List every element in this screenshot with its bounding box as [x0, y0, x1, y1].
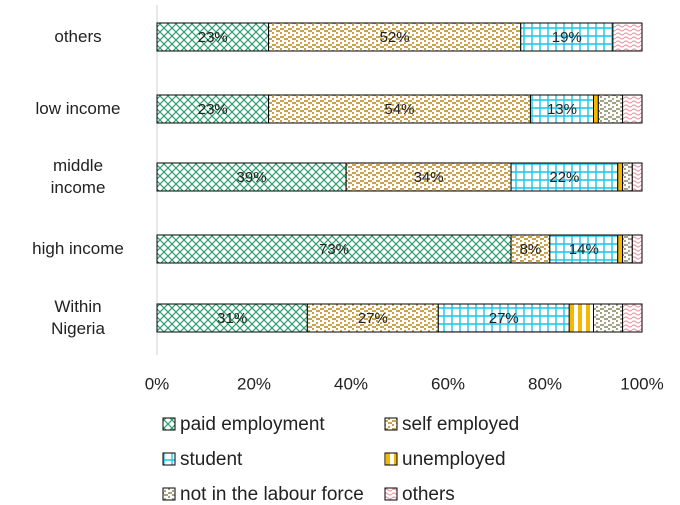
data-label: 23%: [198, 101, 228, 118]
data-label: 73%: [319, 241, 349, 258]
data-label: 8%: [520, 241, 542, 258]
bar-segment: [617, 162, 624, 192]
category-label: middle income: [50, 156, 106, 197]
bar-segment: [529, 94, 595, 124]
legend-label: self employed: [402, 414, 519, 435]
bar-segment: [593, 303, 624, 333]
bar-segment: [622, 234, 633, 264]
bar-segment: [631, 234, 643, 264]
bar-segment: [345, 162, 512, 192]
legend-swatch: [162, 417, 176, 431]
data-label: 54%: [384, 101, 414, 118]
x-tick-label: 40%: [334, 374, 368, 393]
legend-swatch: [384, 487, 398, 501]
x-tick-label: 20%: [237, 374, 271, 393]
category-label: others: [54, 27, 102, 46]
data-label: 13%: [547, 101, 577, 118]
data-label: 19%: [552, 29, 582, 46]
bar-segment: [617, 234, 624, 264]
data-label: 39%: [237, 169, 267, 186]
category-label: high income: [32, 239, 124, 258]
data-label: 34%: [414, 169, 444, 186]
bar-segment: [268, 94, 531, 124]
category-label: Within Nigeria: [51, 297, 105, 338]
x-tick-label: 100%: [620, 374, 663, 393]
legend-label: student: [180, 449, 243, 470]
bar-segment: [622, 303, 643, 333]
legend-swatch: [384, 452, 398, 466]
legend-label: unemployed: [402, 449, 506, 470]
data-label: 31%: [217, 310, 247, 327]
data-label: 14%: [569, 241, 599, 258]
bar-segment: [156, 234, 512, 264]
legend-label: others: [402, 484, 455, 505]
bar-segment: [631, 162, 643, 192]
bar-segment: [520, 22, 614, 52]
bar-segment: [156, 162, 347, 192]
data-label: 23%: [198, 29, 228, 46]
data-label: 27%: [489, 310, 519, 327]
data-label: 52%: [380, 29, 410, 46]
category-label: low income: [35, 99, 121, 118]
bar-segment: [156, 303, 308, 333]
data-label: 22%: [549, 169, 579, 186]
bar-segment: [510, 162, 619, 192]
bar-segment: [437, 303, 570, 333]
bar-segment: [612, 22, 643, 52]
bar-segment: [306, 303, 439, 333]
bar-segment: [622, 162, 633, 192]
legend-swatch: [162, 452, 176, 466]
legend-label: paid employment: [180, 414, 325, 435]
legend-swatch: [384, 417, 398, 431]
bar-segment: [510, 234, 551, 264]
legend-swatch: [162, 487, 176, 501]
legend-label: not in the labour force: [180, 484, 364, 505]
bar-segment: [593, 94, 599, 124]
bar-segment: [568, 303, 594, 333]
bar-segment: [156, 94, 270, 124]
x-tick-label: 0%: [145, 374, 170, 393]
x-tick-label: 80%: [528, 374, 562, 393]
bar-segment: [268, 22, 522, 52]
bar-segment: [597, 94, 624, 124]
x-tick-label: 60%: [431, 374, 465, 393]
data-label: 27%: [358, 310, 388, 327]
bar-segment: [156, 22, 270, 52]
bar-segment: [549, 234, 619, 264]
bar-segment: [622, 94, 643, 124]
